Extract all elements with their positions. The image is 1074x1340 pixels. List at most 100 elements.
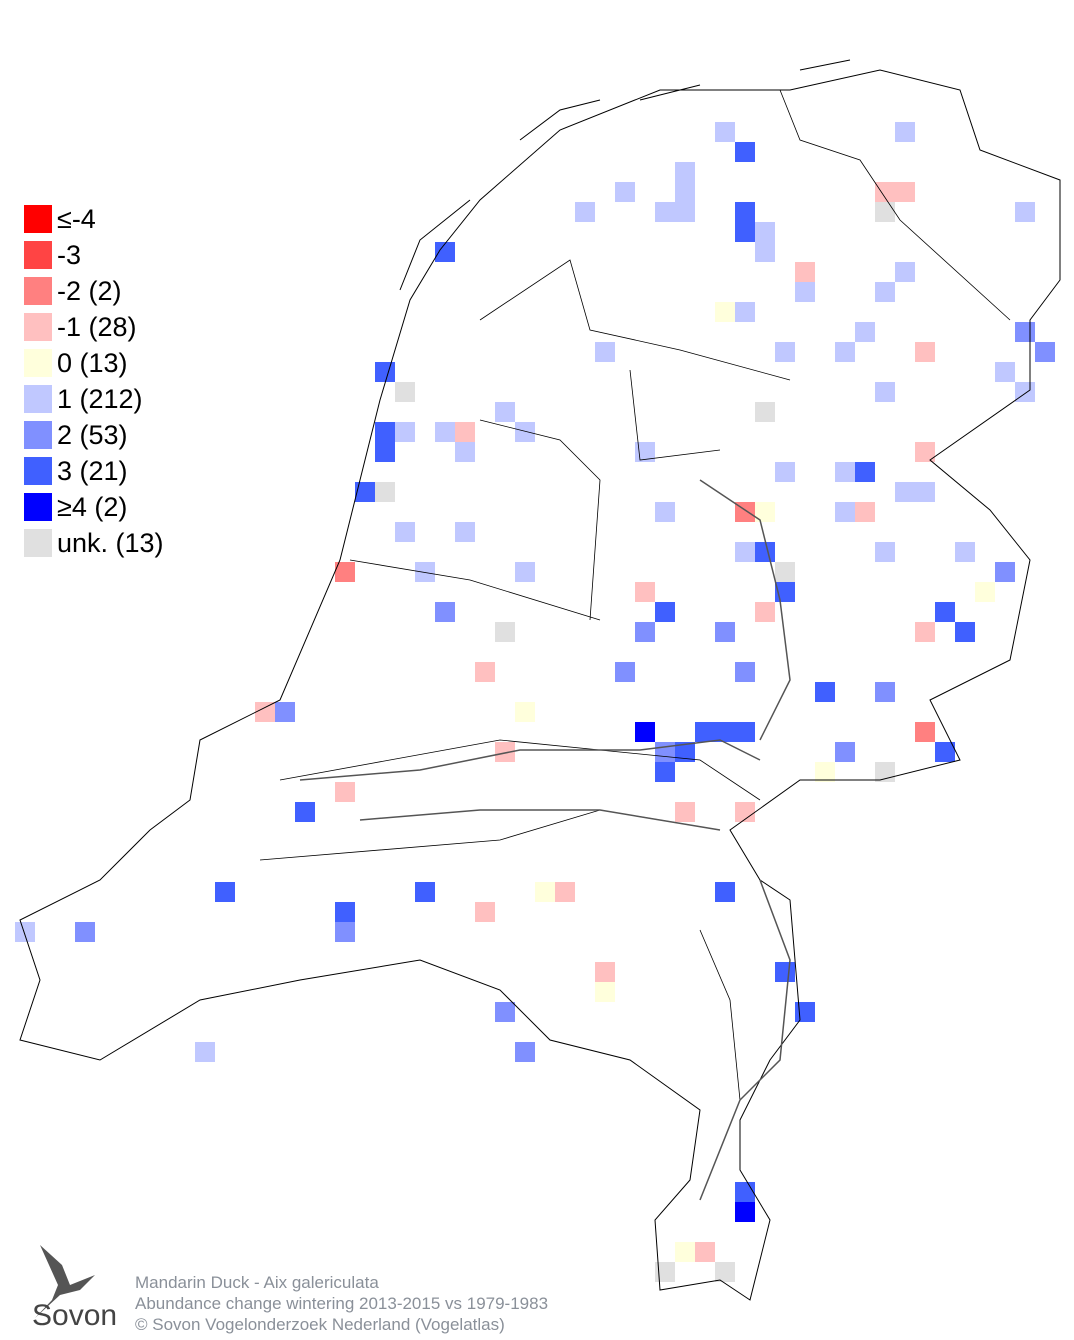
grid-cell (435, 242, 455, 262)
grid-cell (515, 562, 535, 582)
grid-cell (795, 262, 815, 282)
grid-cell (735, 142, 755, 162)
grid-cell (475, 902, 495, 922)
grid-cell (535, 882, 555, 902)
grid-cell (335, 922, 355, 942)
grid-cell (815, 762, 835, 782)
grid-cell (855, 502, 875, 522)
grid-cell (1015, 322, 1035, 342)
legend-label: ≥4 (2) (57, 492, 127, 522)
grid-cell (435, 602, 455, 622)
grid-cell (755, 602, 775, 622)
grid-cell (655, 742, 675, 762)
grid-cell (495, 622, 515, 642)
legend: ≤-4 -3 -2 (2) -1 (28) 0 (13) 1 (212) 2 (53)… (24, 204, 164, 558)
grid-cell (695, 722, 715, 742)
grid-cell (855, 462, 875, 482)
grid-cell (935, 602, 955, 622)
legend-swatch (24, 349, 52, 377)
grid-cell (335, 782, 355, 802)
grid-cell (455, 442, 475, 462)
grid-cell (455, 422, 475, 442)
grid-cell (735, 722, 755, 742)
grid-cell (575, 202, 595, 222)
grid-cell (655, 1262, 675, 1282)
grid-cell (915, 622, 935, 642)
grid-cell (495, 742, 515, 762)
legend-swatch (24, 457, 52, 485)
grid-cell (195, 1042, 215, 1062)
grid-cell (775, 342, 795, 362)
legend-swatch (24, 385, 52, 413)
grid-cell (395, 522, 415, 542)
grid-cell (655, 202, 675, 222)
grid-cell (735, 542, 755, 562)
grid-cell (635, 622, 655, 642)
footer-line: Abundance change wintering 2013-2015 vs … (135, 1294, 548, 1313)
grid-cell (735, 302, 755, 322)
islands (399, 59, 851, 291)
legend-swatch (24, 529, 52, 557)
grid-cell (435, 422, 455, 442)
grid-cell (375, 362, 395, 382)
grid-cell (395, 422, 415, 442)
grid-cell (335, 902, 355, 922)
logo: Sovon (32, 1245, 117, 1332)
grid-cell (895, 262, 915, 282)
grid-cell (875, 282, 895, 302)
grid-cell (915, 482, 935, 502)
grid-cell (755, 222, 775, 242)
legend-label: unk. (13) (57, 528, 164, 558)
grid-cell (675, 742, 695, 762)
grid-cell (875, 202, 895, 222)
grid-cell (775, 462, 795, 482)
grid-cell (715, 1262, 735, 1282)
grid-cell (835, 462, 855, 482)
grid-cell (675, 182, 695, 202)
grid-cell (955, 542, 975, 562)
grid-cell (715, 302, 735, 322)
grid-cell (355, 482, 375, 502)
grid-cell (875, 682, 895, 702)
grid-cell (75, 922, 95, 942)
grid-cell (875, 182, 895, 202)
grid-cell (375, 422, 395, 442)
grid-cell (595, 962, 615, 982)
grid-cell (495, 1002, 515, 1022)
grid-cell (555, 882, 575, 902)
grid-cell (775, 962, 795, 982)
grid-cell (415, 562, 435, 582)
grid-cell (915, 722, 935, 742)
grid-cell (995, 362, 1015, 382)
logo-text: Sovon (32, 1299, 117, 1332)
grid-cell (675, 802, 695, 822)
grid-cell (675, 1242, 695, 1262)
grid-cell (295, 802, 315, 822)
grid-cell (715, 622, 735, 642)
grid-cell (715, 722, 735, 742)
grid-cell (735, 802, 755, 822)
legend-swatch (24, 313, 52, 341)
legend-label: 1 (212) (57, 384, 143, 414)
grid-cell (655, 762, 675, 782)
grid-cell (615, 662, 635, 682)
grid-cell (915, 342, 935, 362)
grid-cell (515, 702, 535, 722)
grid-cell (1015, 202, 1035, 222)
grid-cell (895, 182, 915, 202)
grid-cell (755, 542, 775, 562)
legend-swatch (24, 241, 52, 269)
grid-cell (835, 342, 855, 362)
grid-cell (735, 202, 755, 222)
grid-cell (995, 562, 1015, 582)
grid-cell (635, 582, 655, 602)
grid-cell (275, 702, 295, 722)
footer-line: © Sovon Vogelonderzoek Nederland (Vogela… (135, 1315, 505, 1334)
grid-cell (675, 162, 695, 182)
legend-label: 3 (21) (57, 456, 128, 486)
grid-cell (735, 662, 755, 682)
grid-cell (775, 562, 795, 582)
grid-cell (215, 882, 235, 902)
